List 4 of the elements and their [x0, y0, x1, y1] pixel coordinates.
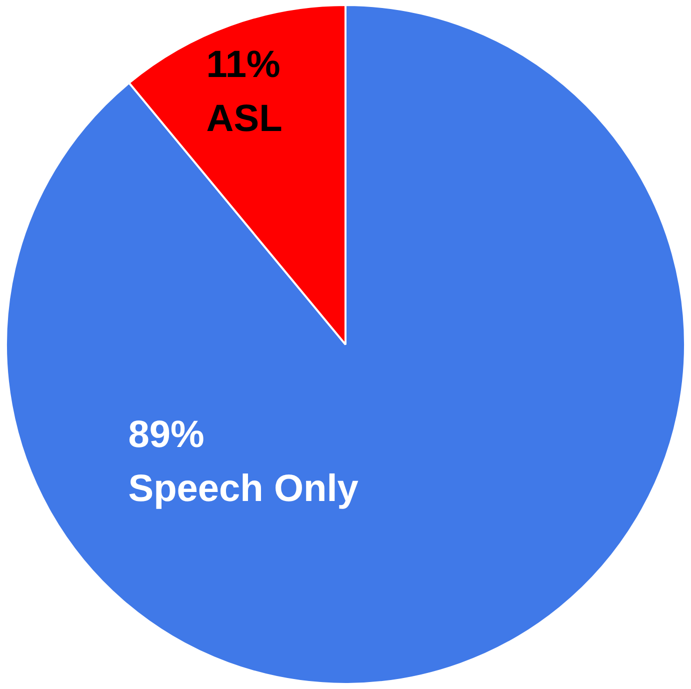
data-label: 89%: [128, 414, 204, 456]
slice-label: ASL: [206, 98, 282, 140]
slice-label: Speech Only: [128, 468, 358, 510]
data-label: 11%: [206, 44, 280, 86]
